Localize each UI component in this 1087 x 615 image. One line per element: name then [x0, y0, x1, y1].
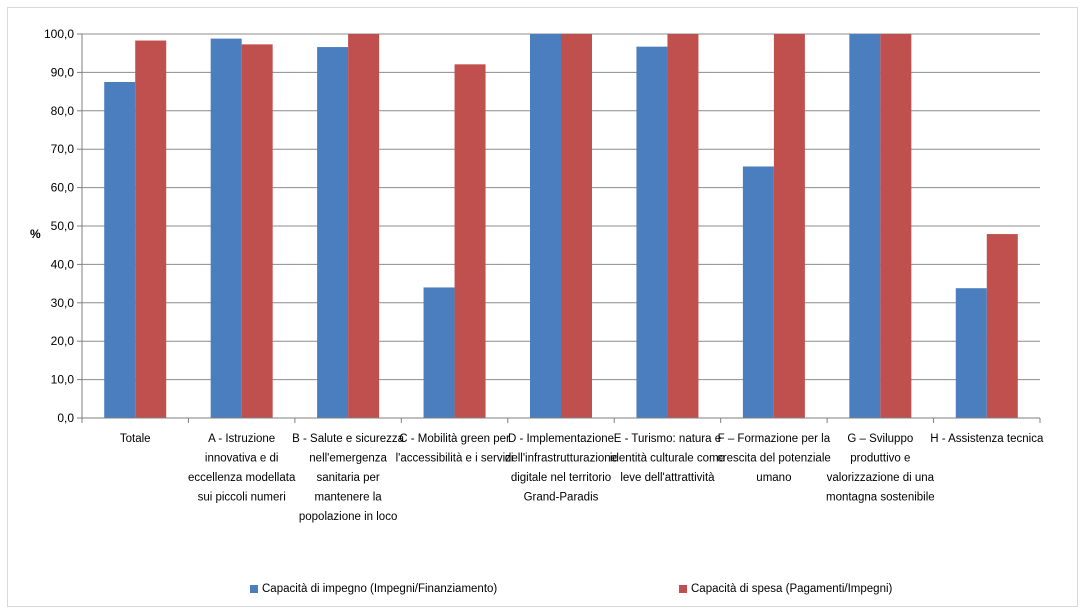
- legend-swatch-red: [679, 585, 687, 593]
- axes: [81, 34, 1041, 423]
- y-tick-label: 10,0: [51, 373, 75, 387]
- bar-impegno: [317, 47, 349, 418]
- bars: [104, 34, 1018, 419]
- category-label: dell'infrastrutturazione: [505, 453, 617, 465]
- bar-impegno: [742, 166, 774, 418]
- bar-impegno: [955, 288, 987, 418]
- y-tick-label: 80,0: [51, 104, 75, 118]
- y-tick-label: 100,0: [44, 27, 74, 41]
- y-tick-label: 20,0: [51, 334, 75, 348]
- category-label: D - Implementazione: [508, 433, 614, 445]
- y-tick-label: 50,0: [51, 219, 75, 233]
- category-label: sanitaria per: [316, 472, 379, 484]
- category-label: valorizzazione di una: [827, 472, 935, 484]
- bar-spesa: [986, 234, 1018, 418]
- y-tick-label: 0,0: [57, 411, 74, 425]
- category-label: popolazione in loco: [299, 511, 397, 523]
- y-tick-label: 70,0: [51, 142, 75, 156]
- bar-impegno: [636, 46, 668, 419]
- legend-swatch-blue: [250, 585, 258, 593]
- category-label: eccellenza modellata: [188, 472, 296, 484]
- bar-chart: 0,0 10,0 20,0 30,0 40,0 50,0 60,0 70,0 80,0 90,0 1…: [30, 27, 1044, 523]
- category-label: A - Istruzione: [208, 433, 275, 445]
- y-tick-label: 40,0: [51, 257, 75, 271]
- category-label: H - Assistenza tecnica: [930, 433, 1044, 445]
- bar-spesa: [667, 34, 699, 418]
- category-label: digitale nel territorio: [511, 472, 611, 484]
- legend-item-impegno: Capacità di impegno (Impegni/Finanziamen…: [250, 583, 497, 595]
- y-axis-label: %: [30, 227, 41, 241]
- bar-spesa: [773, 34, 805, 418]
- category-label: umano: [756, 472, 791, 484]
- bar-spesa: [880, 34, 912, 418]
- category-label: C - Mobilità green per: [399, 433, 510, 445]
- category-label: mantenere la: [315, 492, 383, 504]
- bar-spesa: [135, 40, 167, 418]
- category-label: Totale: [120, 433, 151, 445]
- category-label: F – Formazione per la: [718, 433, 831, 445]
- y-tick-label: 30,0: [51, 296, 75, 310]
- bar-spesa: [241, 44, 273, 418]
- category-label: produttivo e: [850, 453, 910, 465]
- bar-impegno: [423, 287, 455, 418]
- bar-spesa: [454, 64, 486, 418]
- category-label: leve dell'attrattività: [620, 472, 715, 484]
- category-label: identità culturale come: [610, 453, 725, 465]
- category-label: B - Salute e sicurezza: [292, 433, 404, 445]
- bar-impegno: [530, 34, 561, 418]
- category-label: E - Turismo: natura e: [614, 433, 721, 445]
- bar-impegno: [210, 38, 242, 418]
- legend-label: Capacità di spesa (Pagamenti/Impegni): [691, 583, 893, 595]
- bar-impegno: [849, 34, 881, 418]
- category-label: G – Sviluppo: [847, 433, 913, 445]
- category-label: innovativa e di: [205, 453, 279, 465]
- category-label: Grand-Paradis: [524, 492, 599, 504]
- category-labels: Totale A - Istruzione innovativa e di eccel…: [120, 433, 1044, 523]
- bar-spesa: [348, 34, 380, 418]
- category-label: l'accessibilità e i servizi: [396, 453, 514, 465]
- y-axis-ticks: 0,0 10,0 20,0 30,0 40,0 50,0 60,0 70,0 80,0 90,0 1…: [44, 27, 82, 425]
- bar-spesa: [561, 34, 592, 418]
- category-label: sui piccoli numeri: [198, 492, 286, 504]
- bar-impegno: [104, 82, 136, 418]
- y-tick-label: 90,0: [51, 65, 75, 79]
- chart-frame: 0,0 10,0 20,0 30,0 40,0 50,0 60,0 70,0 80,0 90,0 1…: [7, 7, 1078, 607]
- category-label: nell'emergenza: [309, 453, 387, 465]
- category-label: montagna sostenibile: [826, 492, 935, 504]
- y-tick-label: 60,0: [51, 181, 75, 195]
- category-label: crescita del potenziale: [717, 453, 831, 465]
- legend-label: Capacità di impegno (Impegni/Finanziamen…: [262, 583, 498, 595]
- legend-item-spesa: Capacità di spesa (Pagamenti/Impegni): [679, 583, 892, 595]
